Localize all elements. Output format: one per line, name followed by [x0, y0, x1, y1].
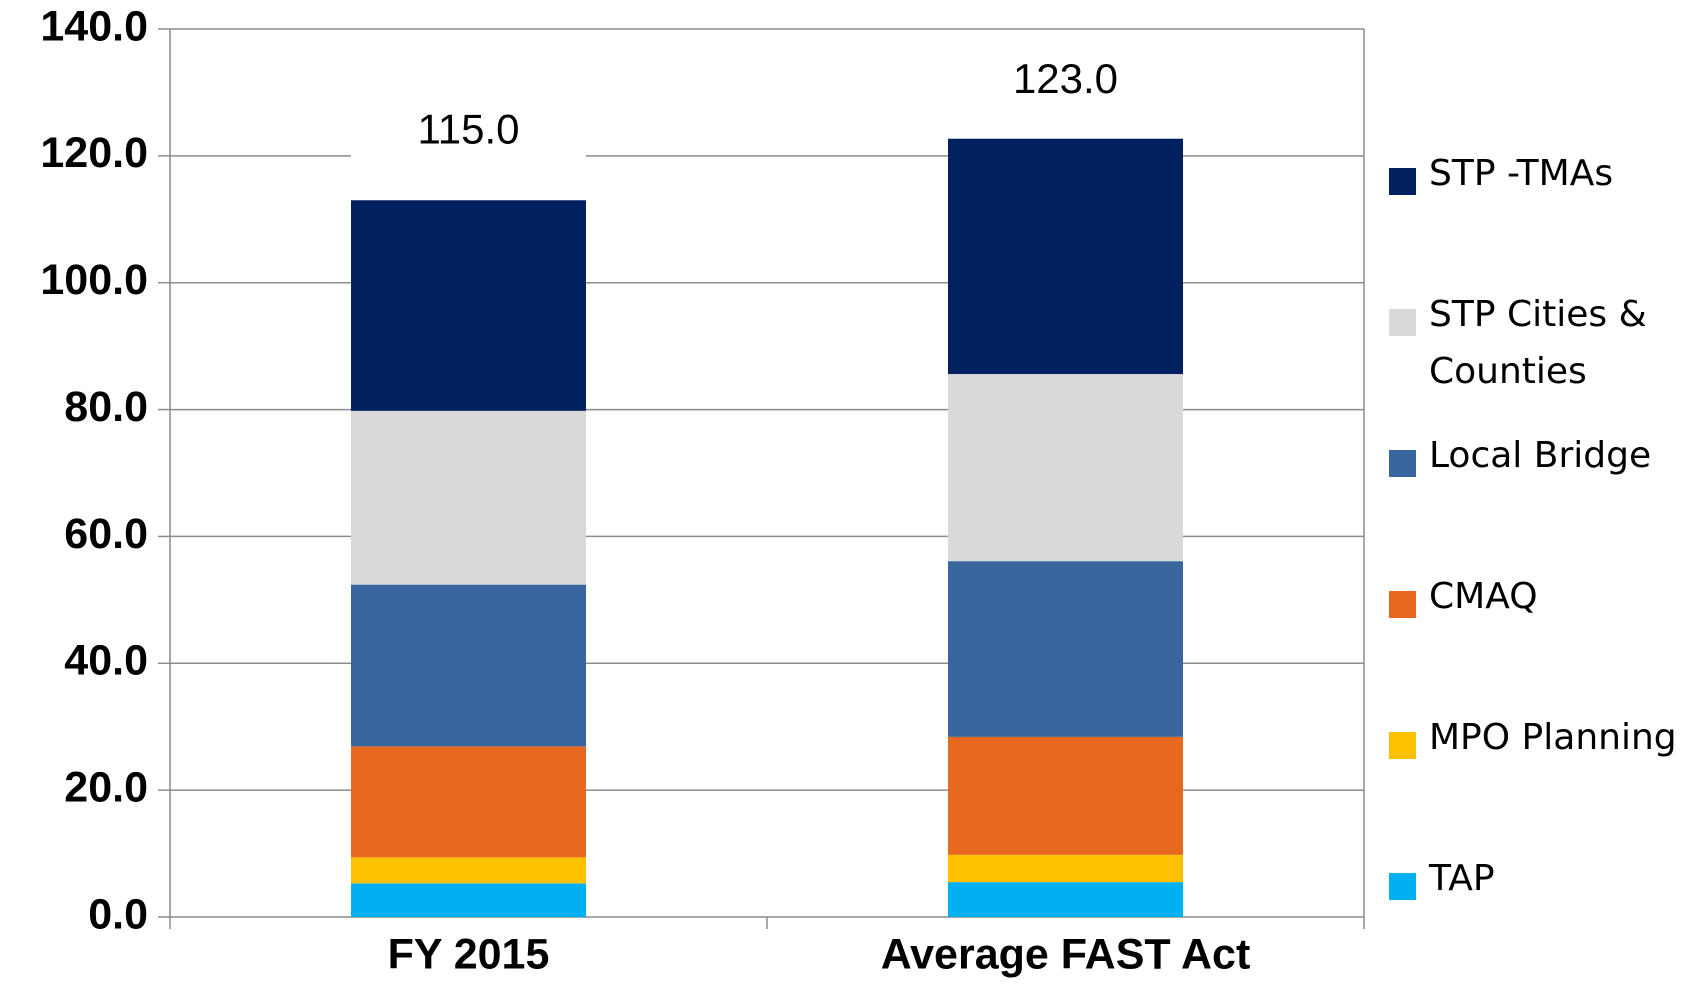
y-tick-label: 120.0 [40, 129, 148, 177]
bar-segment [948, 561, 1183, 737]
bar-segment [351, 410, 586, 585]
legend-label: STP Cities & Counties [1429, 294, 1647, 392]
bar-segment [351, 584, 586, 747]
y-tick-label: 40.0 [64, 637, 148, 685]
y-tick-label: 140.0 [40, 2, 148, 50]
y-tick-label: 80.0 [64, 383, 148, 431]
y-tick-label: 20.0 [64, 764, 148, 812]
bar-segment [948, 854, 1183, 883]
x-tick-label: FY 2015 [388, 930, 550, 978]
legend-label: Local Bridge [1429, 435, 1652, 476]
bar-segment [948, 736, 1183, 855]
legend-swatch [1389, 309, 1416, 336]
legend-entry: STP -TMAs [1389, 153, 1704, 202]
bar-segment [351, 857, 586, 884]
total-label-bg [948, 51, 1183, 112]
legend-label: MPO Planning [1429, 717, 1677, 758]
legend-swatch [1389, 591, 1416, 618]
y-tick-label: 0.0 [88, 890, 148, 938]
legend-swatch [1389, 873, 1416, 900]
legend-swatch [1389, 450, 1416, 477]
y-tick-label: 100.0 [40, 256, 148, 304]
bar-segment [948, 374, 1183, 562]
legend-swatch [1389, 168, 1416, 195]
bar-segment [351, 746, 586, 858]
legend-entry: Local Bridge [1389, 435, 1704, 484]
legend-entry: STP Cities & Counties [1389, 294, 1704, 400]
bar-segment [948, 138, 1183, 375]
legend-entry: TAP [1389, 858, 1704, 907]
total-label: 123.0 [1013, 55, 1118, 102]
legend-entry: MPO Planning [1389, 717, 1704, 766]
legend-label: TAP [1429, 858, 1495, 899]
legend-label: STP -TMAs [1429, 153, 1614, 194]
legend-swatch [1389, 732, 1416, 759]
total-label: 115.0 [418, 106, 520, 153]
bar-segment [948, 882, 1183, 917]
legend-label: CMAQ [1429, 576, 1538, 617]
x-tick-label: Average FAST Act [881, 930, 1251, 978]
bar-segment [351, 200, 586, 411]
legend-entry: CMAQ [1389, 576, 1704, 625]
y-tick-label: 60.0 [64, 510, 148, 558]
bar-segment [351, 883, 586, 917]
total-label-bg [351, 102, 586, 163]
